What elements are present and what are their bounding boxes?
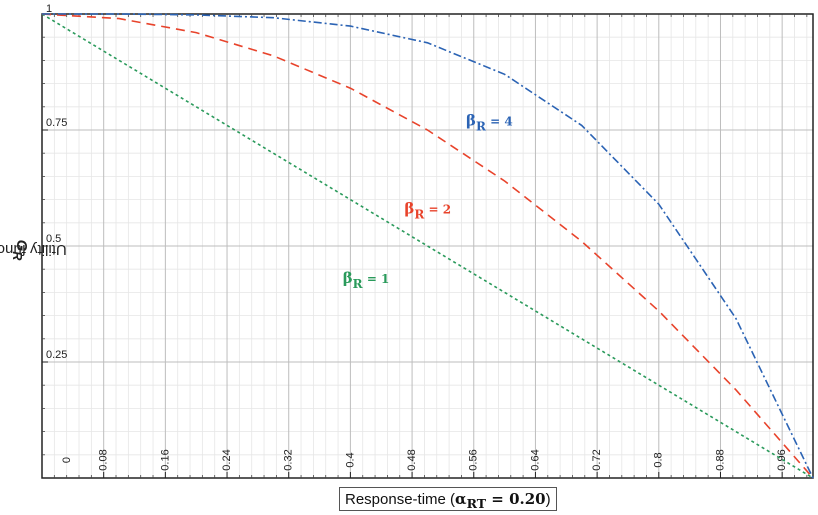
x-tick-label: 0.4 bbox=[344, 452, 356, 467]
series-label-2: βR = 2 bbox=[404, 200, 451, 222]
x-axis-title-alpha-subscript: RT bbox=[466, 496, 487, 511]
series-line-2 bbox=[41, 13, 814, 479]
y-tick-label: 0.25 bbox=[46, 349, 67, 361]
x-axis-title-suffix: ) bbox=[545, 491, 551, 508]
x-tick-label: 0.56 bbox=[468, 449, 480, 470]
series-lines bbox=[41, 13, 814, 479]
series-labels: βR = 1βR = 2βR = 4 bbox=[343, 111, 513, 291]
y-tick-labels: 0.25 0.5 0.75 1 bbox=[46, 3, 67, 361]
series-line-3 bbox=[42, 13, 814, 479]
x-axis-title-alpha-value: = 0.20 bbox=[486, 490, 546, 508]
series-label-symbol: β bbox=[466, 111, 476, 129]
y-axis-title-box: Utility function GR bbox=[0, 120, 67, 380]
series-label-value: = 4 bbox=[486, 114, 513, 128]
series-label-3: βR = 4 bbox=[466, 111, 513, 133]
x-tick-label: 0.08 bbox=[98, 449, 110, 470]
x-tick-label: 0.48 bbox=[406, 449, 418, 470]
y-axis-title-text: Utility function bbox=[0, 241, 67, 259]
x-tick-label: 0.88 bbox=[714, 449, 726, 470]
x-tick-label: 0.72 bbox=[591, 449, 603, 470]
major-grid bbox=[42, 14, 813, 478]
x-tick-label: 0.16 bbox=[159, 449, 171, 470]
x-tick-label: 0 bbox=[61, 457, 73, 463]
y-tick-label: 1 bbox=[46, 3, 52, 15]
y-axis-title: Utility function GR bbox=[0, 240, 67, 261]
x-axis-title: Response-time (αRT = 0.20) bbox=[339, 487, 557, 511]
x-axis-title-prefix: Response-time ( bbox=[345, 491, 456, 508]
x-tick-label: 0.8 bbox=[653, 452, 665, 467]
x-tick-label: 0.24 bbox=[221, 449, 233, 470]
x-axis-title-alpha: α bbox=[455, 490, 467, 508]
series-label-symbol: β bbox=[404, 200, 414, 218]
x-tick-label: 0.64 bbox=[529, 449, 541, 470]
series-label-value: = 2 bbox=[424, 203, 451, 217]
series-label-subscript: R bbox=[476, 119, 487, 133]
series-label-1: βR = 1 bbox=[343, 269, 390, 291]
series-label-symbol: β bbox=[343, 269, 353, 287]
series-label-subscript: R bbox=[353, 277, 364, 291]
y-tick-label: 0.75 bbox=[46, 117, 67, 129]
series-label-value: = 1 bbox=[363, 272, 390, 286]
x-tick-label: 0.32 bbox=[283, 449, 295, 470]
y-tick-label: 0.5 bbox=[46, 233, 61, 245]
series-label-subscript: R bbox=[414, 208, 425, 222]
